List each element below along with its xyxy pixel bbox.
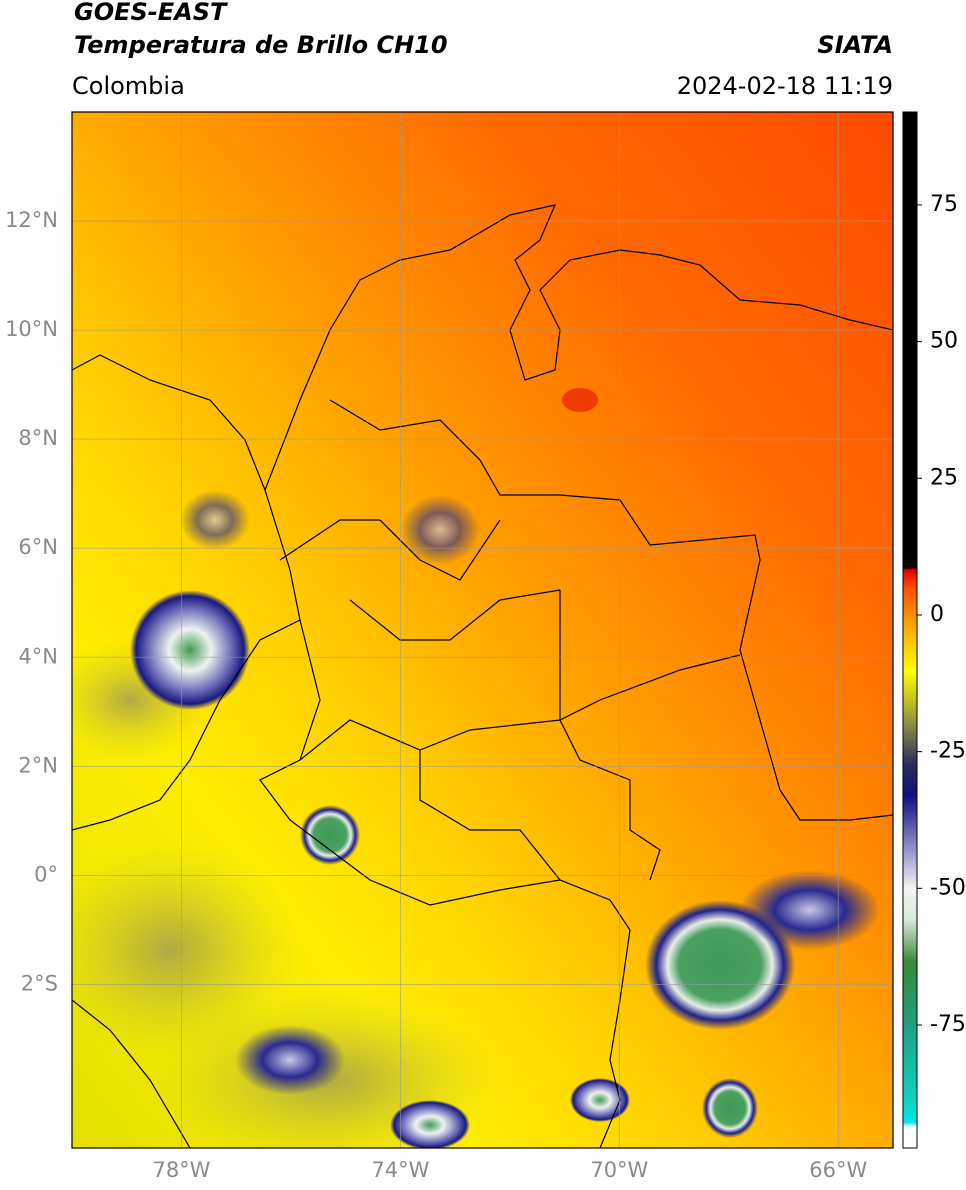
satellite-image <box>72 112 893 1148</box>
y-tick-label: 8°N <box>18 426 58 450</box>
colorbar-tick-label: -50 <box>930 875 966 900</box>
colorbar <box>902 111 918 1149</box>
x-tick-label: 74°W <box>371 1158 429 1182</box>
colorbar-tick-label: 0 <box>930 602 944 627</box>
y-tick-label: 6°N <box>18 535 58 559</box>
y-tick-label: 0° <box>34 862 58 886</box>
y-tick-label: 2°N <box>18 753 58 777</box>
colorbar-tick-label: 25 <box>930 465 958 490</box>
y-tick-label: 10°N <box>5 317 58 341</box>
timestamp: 2024-02-18 11:19 <box>677 72 893 100</box>
colorbar-tick-label: -75 <box>930 1012 966 1037</box>
y-tick-label: 2°S <box>21 971 58 995</box>
grid <box>72 112 893 1148</box>
y-tick-label: 4°N <box>18 644 58 668</box>
title: GOES-EAST <box>74 0 228 26</box>
source: SIATA <box>817 31 893 59</box>
x-tick-label: 78°W <box>152 1158 210 1182</box>
region: Colombia <box>72 72 185 100</box>
colorbar-tick-label: -25 <box>930 739 966 764</box>
subtitle: Temperatura de Brillo CH10 <box>74 31 448 59</box>
x-tick-label: 66°W <box>809 1158 867 1182</box>
map-frame <box>71 111 894 1149</box>
y-tick-label: 12°N <box>5 208 58 232</box>
colorbar-tick-label: 75 <box>930 192 958 217</box>
x-tick-label: 70°W <box>590 1158 648 1182</box>
colorbar-tick-label: 50 <box>930 329 958 354</box>
